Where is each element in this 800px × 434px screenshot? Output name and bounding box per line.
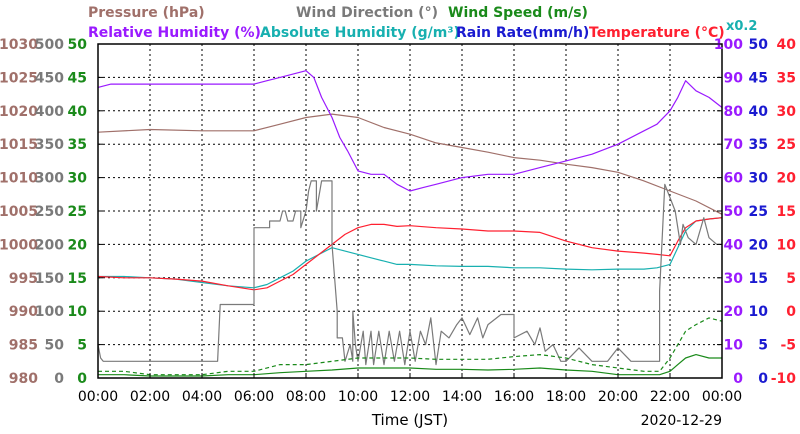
legend-entry: Temperature (°C) <box>589 25 725 41</box>
y-tick-wind-direction: 250 <box>35 204 64 220</box>
y-tick-temperature: 15 <box>777 204 796 220</box>
y-tick-rain-rate: 45 <box>749 70 768 86</box>
y-tick-pressure: 995 <box>9 271 38 287</box>
x-tick-label: 18:00 <box>546 389 586 405</box>
y-tick-rain-rate: 5 <box>758 338 768 354</box>
y-tick-temperature: 35 <box>777 70 796 86</box>
y-tick-rain-rate: 40 <box>749 104 769 120</box>
y-tick-humidity: 90 <box>724 70 744 86</box>
legend-entry: Absolute Humidity (g/m³) <box>260 25 460 41</box>
y-tick-pressure: 1005 <box>0 204 38 220</box>
y-tick-wind-speed: 50 <box>68 37 88 53</box>
legend-entry: Rain Rate(mm/h) <box>456 25 589 41</box>
y-tick-wind-direction: 300 <box>35 171 64 187</box>
y-tick-wind-direction: 100 <box>35 304 64 320</box>
y-tick-temperature: 10 <box>777 237 797 253</box>
y-tick-pressure: 1010 <box>0 171 38 187</box>
series-line-1 <box>97 70 723 192</box>
y-tick-humidity: 20 <box>724 304 744 320</box>
y-tick-wind-speed: 20 <box>68 237 88 253</box>
y-tick-temperature: 0 <box>786 304 796 320</box>
y-tick-pressure: 1025 <box>0 70 38 86</box>
legend-entry: Wind Direction (°) <box>296 5 438 21</box>
legend-entry: Relative Humidity (%) <box>88 25 261 41</box>
y-tick-temperature: 20 <box>777 171 797 187</box>
y-tick-temperature: -5 <box>780 338 796 354</box>
y-tick-pressure: 980 <box>9 371 38 387</box>
y-tick-humidity: 70 <box>724 137 744 153</box>
y-tick-temperature: -10 <box>771 371 797 387</box>
y-tick-temperature: 40 <box>777 37 797 53</box>
y-tick-temperature: 5 <box>786 271 796 287</box>
x-tick-label: 20:00 <box>598 389 638 405</box>
y-tick-humidity: 10 <box>724 338 744 354</box>
y-tick-wind-speed: 0 <box>77 371 87 387</box>
series-line-4 <box>97 180 722 366</box>
y-tick-humidity: 40 <box>724 237 744 253</box>
y-tick-wind-speed: 10 <box>68 304 88 320</box>
x-tick-label: 00:00 <box>702 389 742 405</box>
y-tick-pressure: 1030 <box>0 37 38 53</box>
y-tick-pressure: 985 <box>9 338 38 354</box>
y-tick-humidity: 30 <box>724 271 744 287</box>
y-tick-wind-speed: 25 <box>68 204 87 220</box>
y-tick-pressure: 1015 <box>0 137 38 153</box>
y-tick-rain-rate: 15 <box>749 271 768 287</box>
y-tick-temperature: 25 <box>777 137 796 153</box>
legend-entry: Wind Speed (m/s) <box>448 5 588 21</box>
x-tick-label: 08:00 <box>286 389 326 405</box>
y-tick-humidity: 100 <box>714 37 743 53</box>
y-tick-rain-rate: 10 <box>749 304 769 320</box>
y-tick-pressure: 990 <box>9 304 38 320</box>
rain-multiplier-label: x0.2 <box>726 19 757 34</box>
x-tick-label: 14:00 <box>442 389 482 405</box>
y-tick-humidity: 80 <box>724 104 744 120</box>
y-tick-humidity: 0 <box>733 371 743 387</box>
y-tick-pressure: 1020 <box>0 104 38 120</box>
x-tick-label: 00:00 <box>78 389 118 405</box>
y-tick-wind-direction: 200 <box>35 237 64 253</box>
y-tick-wind-speed: 5 <box>77 338 87 354</box>
series-line-6 <box>98 317 723 376</box>
y-tick-wind-direction: 150 <box>35 271 64 287</box>
y-tick-wind-direction: 400 <box>35 104 64 120</box>
y-tick-rain-rate: 25 <box>749 204 768 220</box>
x-tick-label: 10:00 <box>338 389 378 405</box>
x-tick-label: 12:00 <box>390 389 430 405</box>
y-tick-rain-rate: 20 <box>749 237 769 253</box>
y-tick-wind-direction: 350 <box>35 137 64 153</box>
legend-entry: Pressure (hPa) <box>88 5 205 21</box>
x-tick-label: 16:00 <box>494 389 534 405</box>
y-tick-wind-speed: 30 <box>68 171 88 187</box>
y-tick-wind-direction: 450 <box>35 70 64 86</box>
x-axis-label: Time (JST) <box>371 411 448 429</box>
y-tick-wind-speed: 35 <box>68 137 87 153</box>
y-tick-wind-direction: 50 <box>45 338 65 354</box>
y-tick-rain-rate: 35 <box>749 137 768 153</box>
series-line-0 <box>97 113 723 215</box>
y-tick-rain-rate: 50 <box>749 37 769 53</box>
y-tick-rain-rate: 30 <box>749 171 769 187</box>
y-tick-wind-speed: 40 <box>68 104 88 120</box>
x-tick-label: 04:00 <box>182 389 222 405</box>
y-tick-rain-rate: 0 <box>758 371 768 387</box>
series-line-5 <box>98 354 722 377</box>
y-tick-wind-direction: 0 <box>54 371 64 387</box>
date-label: 2020-12-29 <box>641 413 722 429</box>
y-tick-wind-direction: 500 <box>35 37 64 53</box>
x-tick-label: 22:00 <box>650 389 690 405</box>
y-tick-humidity: 50 <box>724 204 744 220</box>
y-tick-temperature: 30 <box>777 104 797 120</box>
y-tick-pressure: 1000 <box>0 237 38 253</box>
y-tick-humidity: 60 <box>724 171 744 187</box>
y-tick-wind-speed: 45 <box>68 70 87 86</box>
y-tick-wind-speed: 15 <box>68 271 87 287</box>
x-tick-label: 02:00 <box>130 389 170 405</box>
x-tick-label: 06:00 <box>234 389 274 405</box>
